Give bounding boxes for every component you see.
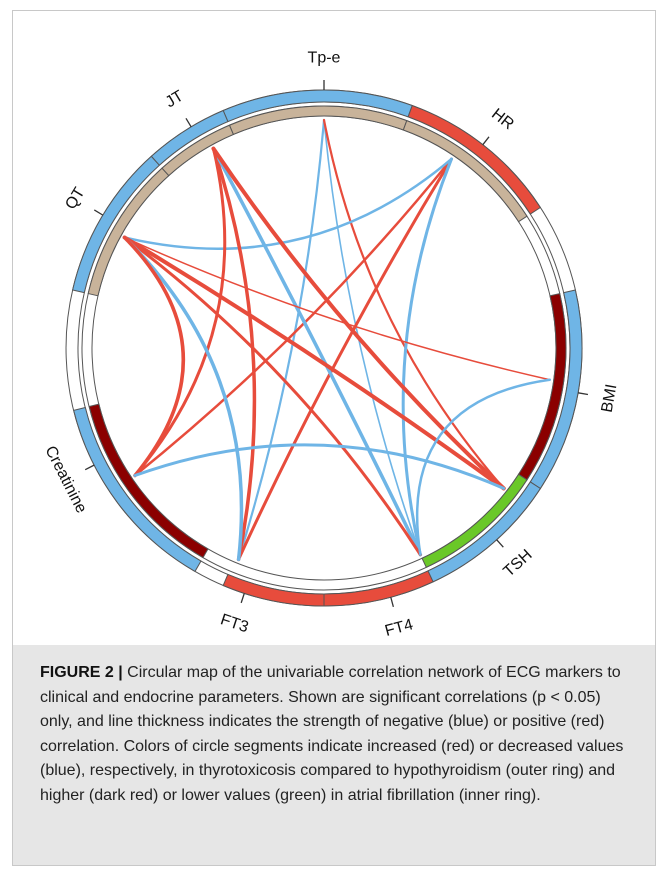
link-hr-qt <box>123 157 453 250</box>
node-label-creatinine: Creatinine <box>41 443 89 516</box>
node-label-ft4: FT4 <box>383 616 415 640</box>
link-hr-ft4 <box>401 157 453 557</box>
link-tp-e-tsh <box>322 118 505 490</box>
link-jt-ft4 <box>211 146 423 557</box>
inner-segment-tsh <box>421 473 528 568</box>
node-label-ft3: FT3 <box>218 611 250 636</box>
caption-label: FIGURE 2 | <box>40 664 123 681</box>
tick-ft4 <box>390 597 394 608</box>
tick-jt <box>185 117 192 128</box>
link-qt-bmi <box>123 236 551 381</box>
link-bmi-ft4 <box>415 378 552 556</box>
tick-tsh <box>496 539 504 548</box>
link-creatinine-tsh <box>133 443 506 490</box>
inner-segment-hr <box>402 119 528 223</box>
node-label-jt: JT <box>163 87 187 111</box>
link-qt-tsh <box>122 235 506 491</box>
ring-segments-layer <box>65 80 589 608</box>
caption-body: Circular map of the univariable correlat… <box>40 664 624 804</box>
link-qt-ft3 <box>122 235 244 562</box>
link-qt-creatinine <box>122 235 185 478</box>
inner-segment-creatinine <box>88 403 209 559</box>
outer-segment-hr <box>407 104 542 215</box>
link-jt-ft3 <box>211 146 257 562</box>
tick-qt <box>93 209 104 216</box>
correlation-network-diagram: Tp-e HR BMI TSH FT4 FT3 Creatinine QT JT <box>41 50 620 641</box>
figure-caption: FIGURE 2 | Circular map of the univariab… <box>13 645 655 865</box>
node-label-bmi: BMI <box>599 383 621 414</box>
outer-segment-ft3 <box>222 573 325 607</box>
tick-hr <box>482 136 490 146</box>
link-qt-ft4 <box>123 235 422 557</box>
node-label-tsh: TSH <box>500 546 535 580</box>
link-jt-tsh <box>211 146 506 491</box>
node-labels-layer: Tp-e HR BMI TSH FT4 FT3 Creatinine QT JT <box>41 50 620 641</box>
tick-bmi <box>577 392 589 396</box>
link-jt-creatinine <box>133 147 227 477</box>
inner-segment-jt <box>161 124 235 177</box>
outer-segment-creatinine <box>73 406 202 573</box>
outer-segment-jt <box>150 109 229 166</box>
tick-ft3 <box>240 593 245 604</box>
node-label-tp-e: Tp-e <box>308 50 341 67</box>
node-label-qt: QT <box>62 185 88 213</box>
node-label-hr: HR <box>488 106 517 134</box>
tick-creatinine <box>84 464 95 471</box>
link-hr-ft3 <box>237 157 453 561</box>
caption-paragraph: FIGURE 2 | Circular map of the univariab… <box>40 661 631 808</box>
link-hr-creatinine <box>133 157 453 477</box>
correlation-links-layer <box>122 118 552 562</box>
